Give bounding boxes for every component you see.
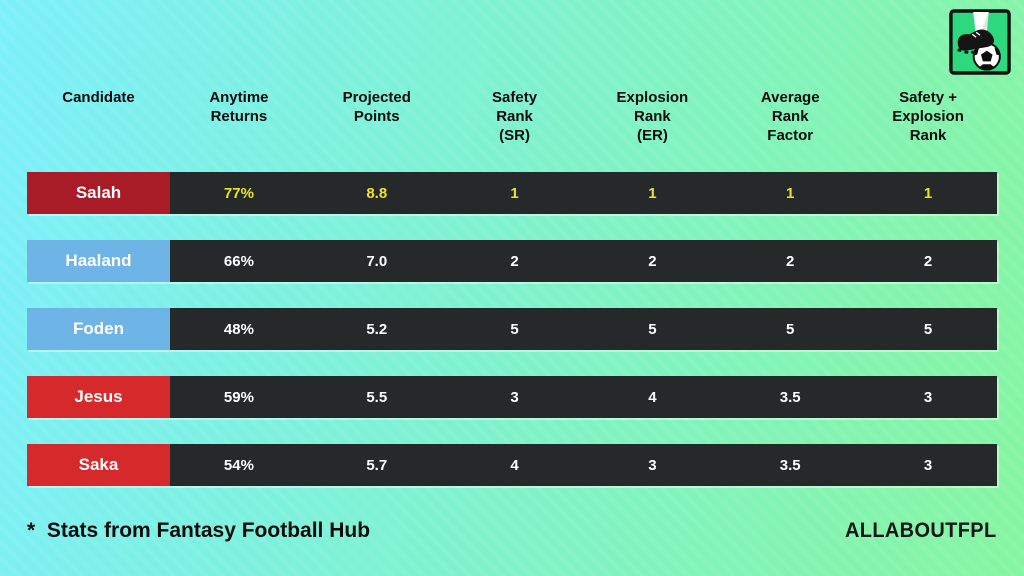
table-row-jesus: Jesus 59% 5.5 3 4 3.5 3 <box>27 376 997 418</box>
cell-safety-plus-explosion-rank: 3 <box>923 456 933 474</box>
cell-explosion-rank: 2 <box>648 252 657 270</box>
boot-on-football-icon <box>949 9 1011 75</box>
column-header-average-rank-factor: Average Rank Factor <box>760 89 820 145</box>
row-values: 54% 5.7 4 3 3.5 3 <box>170 444 997 486</box>
row-values: 77% 8.8 1 1 1 1 <box>170 172 997 214</box>
column-header-candidate: Candidate <box>62 89 135 106</box>
cell-explosion-rank: 4 <box>648 388 657 406</box>
table-header-row: Candidate Anytime Returns Projected Poin… <box>27 88 997 172</box>
cell-projected-points: 5.7 <box>366 456 388 474</box>
cell-projected-points: 5.2 <box>366 320 388 338</box>
candidate-label: Foden <box>27 308 170 350</box>
table-row-haaland: Haaland 66% 7.0 2 2 2 2 <box>27 240 997 282</box>
row-values: 66% 7.0 2 2 2 2 <box>170 240 997 282</box>
column-header-explosion-rank: Explosion Rank (ER) <box>616 89 689 145</box>
cell-safety-plus-explosion-rank: 5 <box>923 320 933 338</box>
cell-safety-rank: 1 <box>510 184 519 202</box>
cell-safety-rank: 3 <box>510 388 519 406</box>
boot-on-football-logo <box>949 9 1011 75</box>
cell-safety-plus-explosion-rank: 3 <box>923 388 933 406</box>
cell-projected-points: 8.8 <box>366 184 388 202</box>
table-row-foden: Foden 48% 5.2 5 5 5 5 <box>27 308 997 350</box>
cell-safety-plus-explosion-rank: 1 <box>923 184 933 202</box>
column-header-anytime-returns: Anytime Returns <box>209 89 269 126</box>
cell-average-rank-factor: 1 <box>786 184 795 202</box>
cell-safety-rank: 2 <box>510 252 519 270</box>
cell-average-rank-factor: 5 <box>786 320 795 338</box>
column-header-safety-plus-explosion-rank: Safety + Explosion Rank <box>892 89 964 145</box>
cell-average-rank-factor: 3.5 <box>779 456 801 474</box>
cell-projected-points: 7.0 <box>366 252 388 270</box>
candidate-label: Haaland <box>27 240 170 282</box>
table-row-salah: Salah 77% 8.8 1 1 1 1 <box>27 172 997 214</box>
cell-anytime-returns: 59% <box>223 388 254 406</box>
candidate-label: Saka <box>27 444 170 486</box>
cell-safety-rank: 4 <box>510 456 519 474</box>
cell-safety-rank: 5 <box>510 320 519 338</box>
brand-wordmark: ALLABOUTFPL <box>845 519 997 542</box>
cell-anytime-returns: 48% <box>223 320 254 338</box>
column-header-projected-points: Projected Points <box>342 89 411 126</box>
row-values: 48% 5.2 5 5 5 5 <box>170 308 997 350</box>
cell-explosion-rank: 5 <box>648 320 657 338</box>
candidate-label: Jesus <box>27 376 170 418</box>
cell-average-rank-factor: 2 <box>786 252 795 270</box>
source-note: * Stats from Fantasy Football Hub <box>27 519 371 542</box>
cell-anytime-returns: 66% <box>223 252 254 270</box>
candidate-label: Salah <box>27 172 170 214</box>
cell-anytime-returns: 77% <box>223 184 254 202</box>
cell-safety-plus-explosion-rank: 2 <box>923 252 933 270</box>
cell-explosion-rank: 1 <box>648 184 657 202</box>
cell-anytime-returns: 54% <box>223 456 254 474</box>
footer: * Stats from Fantasy Football Hub ALLABO… <box>27 519 997 543</box>
column-header-safety-rank: Safety Rank (SR) <box>492 89 538 145</box>
cell-average-rank-factor: 3.5 <box>779 388 801 406</box>
cell-projected-points: 5.5 <box>366 388 388 406</box>
table-row-saka: Saka 54% 5.7 4 3 3.5 3 <box>27 444 997 486</box>
cell-explosion-rank: 3 <box>648 456 657 474</box>
stats-table: Candidate Anytime Returns Projected Poin… <box>27 88 997 512</box>
row-values: 59% 5.5 3 4 3.5 3 <box>170 376 997 418</box>
